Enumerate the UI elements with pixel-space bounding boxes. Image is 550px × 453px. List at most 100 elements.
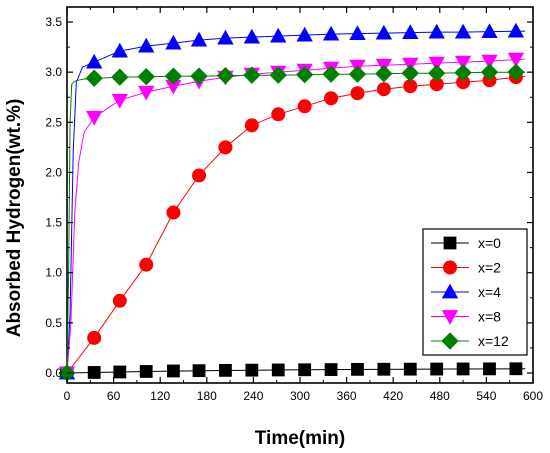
data-point [218, 140, 233, 155]
data-point [324, 91, 339, 106]
x-tick-label: 360 [337, 389, 357, 403]
data-point [243, 28, 261, 44]
data-point [376, 82, 391, 97]
data-point [481, 23, 498, 38]
tick-labels: 0 60 120 180 240 300 360 420 480 540 600 0.0 0.5 1.0 1… [45, 15, 543, 403]
data-point [295, 66, 314, 84]
data-point [216, 67, 235, 85]
data-point [86, 110, 103, 126]
x-tick-label: 420 [383, 389, 403, 403]
data-point [456, 362, 470, 376]
data-point [190, 67, 208, 85]
data-point [111, 42, 128, 58]
y-tick-label: 0.5 [45, 316, 62, 330]
x-tick-label: 540 [476, 389, 496, 403]
series-line [66, 30, 526, 374]
data-point [245, 363, 259, 377]
data-point [375, 65, 393, 83]
data-point [271, 107, 286, 122]
data-point [402, 24, 419, 39]
y-tick-label: 0.0 [45, 366, 62, 380]
data-point [454, 55, 472, 71]
data-point [454, 64, 472, 82]
x-tick-label: 480 [430, 389, 450, 403]
y-axis-title: Absorbed Hydrogen(wt.%) [4, 99, 25, 338]
data-point [298, 363, 312, 377]
data-point [428, 56, 445, 72]
data-point [190, 31, 208, 47]
data-point [167, 364, 180, 378]
data-point [86, 53, 103, 69]
data-point [270, 27, 287, 43]
y-tick-label: 3.0 [45, 65, 62, 79]
y-tick-label: 2.5 [45, 115, 62, 129]
data-point [480, 63, 499, 81]
data-point [509, 362, 523, 376]
data-point [111, 93, 128, 109]
data-point [164, 67, 183, 85]
data-point [350, 86, 365, 101]
data-point [297, 99, 312, 114]
data-point [139, 257, 154, 272]
data-point [85, 69, 103, 87]
y-tick-label: 2.0 [45, 165, 62, 179]
legend-label: x=12 [478, 333, 509, 349]
data-point [296, 26, 313, 42]
x-axis-title: Time(min) [255, 428, 345, 449]
x-tick-label: 600 [523, 389, 543, 403]
data-point [269, 66, 287, 84]
data-point [111, 68, 129, 86]
data-point [244, 118, 259, 133]
legend-marker [442, 260, 457, 275]
data-point [137, 68, 155, 86]
data-point [113, 365, 127, 379]
data-point [271, 363, 285, 377]
data-point [87, 366, 101, 379]
data-point [165, 34, 182, 50]
legend-label: x=2 [478, 260, 501, 276]
legend-marker [441, 310, 459, 325]
data-point [138, 85, 155, 101]
data-point [219, 363, 232, 377]
x-tick-label: 240 [243, 389, 263, 403]
data-point [377, 362, 391, 376]
data-point [454, 23, 472, 39]
legend-marker [441, 283, 459, 299]
legend-marker [441, 332, 459, 350]
x-tick-label: 60 [107, 389, 121, 403]
data-point [324, 363, 338, 376]
data-point [401, 64, 419, 82]
legend-marker [443, 236, 457, 250]
data-point [428, 23, 445, 39]
y-tick-label: 1.5 [45, 216, 62, 230]
data-point [430, 362, 444, 376]
data-point [112, 293, 127, 308]
x-tick-label: 0 [64, 389, 71, 403]
data-point [483, 362, 496, 376]
data-point [507, 63, 525, 81]
axis-ticks [66, 7, 534, 383]
data-point [138, 37, 155, 53]
data-point [243, 66, 261, 84]
x-tick-label: 180 [197, 389, 217, 403]
legend-label: x=8 [478, 309, 501, 325]
data-point [87, 330, 102, 345]
data-point [428, 64, 446, 82]
x-tick-label: 300 [290, 389, 310, 403]
data-point [166, 205, 181, 220]
data-point [192, 168, 207, 183]
data-point [507, 22, 525, 38]
series-markers [58, 22, 525, 382]
legend-label: x=0 [478, 235, 501, 251]
data-point [139, 365, 153, 378]
data-point [322, 65, 340, 83]
data-point [507, 52, 525, 68]
y-tick-label: 3.5 [45, 15, 62, 29]
data-point [481, 54, 498, 70]
data-point [348, 65, 367, 83]
data-point [403, 362, 417, 376]
data-point [349, 25, 366, 40]
data-point [192, 364, 206, 378]
y-tick-label: 1.0 [45, 266, 62, 280]
